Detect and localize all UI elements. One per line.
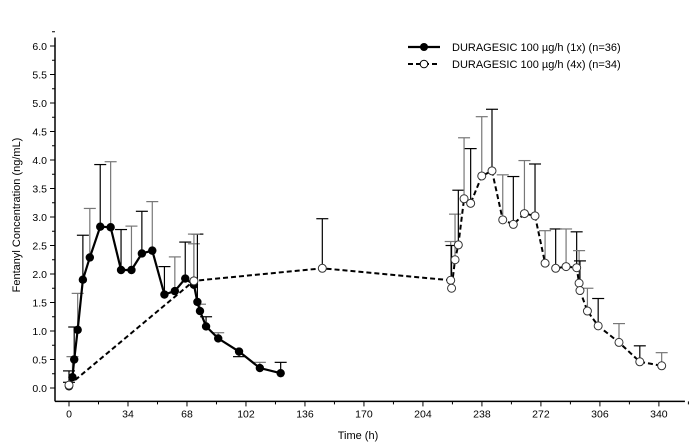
data-point-4x [459, 194, 469, 204]
y-tick-label: 1.5 [32, 298, 47, 310]
data-point-1x [73, 325, 82, 335]
x-tick-label: 170 [355, 408, 373, 420]
data-point-4x [498, 215, 508, 225]
x-tick-label: 306 [591, 408, 609, 420]
series-line-4x [68, 169, 662, 386]
y-tick-label: 0.0 [32, 383, 47, 395]
data-point-1x [68, 372, 77, 382]
data-point-4x [575, 286, 585, 296]
data-point-4x [317, 263, 327, 273]
data-point-1x [160, 290, 169, 299]
data-point-4x [64, 380, 74, 390]
y-tick-label: 3.5 [32, 184, 47, 196]
y-tick-label: 6.0 [32, 41, 47, 53]
legend-marker-1x [420, 43, 428, 51]
data-point-1x [148, 246, 157, 255]
y-tick-label: 5.5 [32, 70, 47, 82]
data-point-4x [551, 263, 561, 273]
data-point-4x [189, 276, 199, 286]
legend-label-1x: DURAGESIC 100 µg/h (1x) (n=36) [452, 42, 621, 54]
data-point-1x [137, 249, 147, 258]
x-tick-label: 340 [650, 408, 668, 420]
data-point-4x [453, 240, 463, 250]
data-point-4x [574, 278, 584, 288]
y-tick-label: 2.5 [32, 241, 47, 253]
data-point-4x [657, 361, 667, 371]
data-point-4x [446, 275, 456, 285]
data-point-1x [170, 286, 180, 296]
data-point-1x [255, 363, 265, 373]
data-point-1x [78, 275, 88, 284]
data-point-4x [593, 321, 603, 331]
data-point-1x [193, 297, 202, 307]
data-point-1x [96, 222, 105, 231]
y-axis-label: Fentanyl Concentration (ng/mL) [11, 138, 23, 293]
series-lines [67, 169, 662, 387]
data-point-1x [234, 347, 244, 356]
data-point-1x [276, 368, 285, 378]
data-point-1x [201, 322, 211, 331]
data-point-4x [572, 263, 582, 273]
data-point-4x [450, 255, 460, 265]
x-axis-label: Time (h) [338, 430, 379, 442]
data-point-1x [214, 334, 223, 343]
data-point-1x [195, 306, 205, 316]
data-point-4x [635, 357, 645, 367]
data-point-4x [487, 166, 497, 176]
data-point-4x [466, 198, 476, 208]
data-point-1x [85, 253, 95, 262]
data-point-1x [70, 355, 79, 364]
x-tick-label: 238 [473, 408, 491, 420]
x-tick-label: 136 [296, 408, 314, 420]
y-tick-label: 0.5 [32, 355, 47, 367]
x-tick-label: 68 [181, 408, 193, 420]
x-tick-label: 0 [66, 408, 72, 420]
data-point-1x [116, 265, 126, 275]
data-point-4x [477, 171, 487, 181]
legend-marker-4x [419, 59, 429, 69]
axes: 0.0 0.5 1.0 1.5 2.0 2.5 3.0 3.5 4.0 4.5 5.0 5.5 6.0 0… [32, 31, 689, 420]
y-tick-label: 4.5 [32, 127, 47, 139]
data-point-4x [561, 262, 571, 272]
y-tick-label: 5.0 [32, 98, 47, 110]
legend-label-4x: DURAGESIC 100 µg/h (4x) (n=34) [452, 59, 621, 71]
x-tick-label: 204 [414, 408, 432, 420]
legend: DURAGESIC 100 µg/h (1x) (n=36) DURAGESIC… [408, 42, 621, 71]
x-tick-label: 102 [237, 408, 255, 420]
x-tick-label: 34 [122, 408, 134, 420]
data-point-4x [582, 306, 592, 316]
data-point-1x [127, 265, 136, 275]
data-point-1x [106, 223, 115, 232]
data-point-4x [530, 211, 540, 221]
x-tick-label: 272 [532, 408, 550, 420]
y-tick-label: 2.0 [32, 269, 47, 281]
series-line-1x [67, 225, 281, 387]
y-tick-label: 3.0 [32, 212, 47, 224]
data-point-4x [614, 337, 624, 347]
data-point-1x [181, 274, 190, 283]
data-point-4x [508, 219, 518, 229]
series-markers [64, 166, 667, 391]
data-point-4x [447, 283, 457, 293]
data-point-4x [540, 258, 550, 268]
y-tick-label: 1.0 [32, 326, 47, 338]
y-tick-label: 4.0 [32, 155, 47, 167]
data-point-4x [519, 209, 529, 219]
